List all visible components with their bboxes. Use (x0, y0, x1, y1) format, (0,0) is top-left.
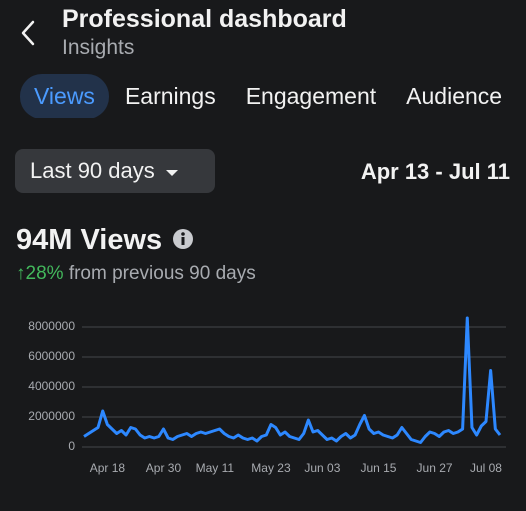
y-tick-label: 6000000 (28, 349, 75, 363)
x-tick-label: May 11 (196, 461, 235, 475)
x-tick-label: Jun 15 (360, 461, 396, 475)
change-line: ↑28% from previous 90 days (16, 263, 256, 285)
y-tick-label: 8000000 (28, 319, 75, 333)
x-tick-label: Jul 08 (470, 461, 502, 475)
y-tick-label: 0 (68, 439, 75, 453)
x-tick-label: Jun 03 (304, 461, 340, 475)
info-icon[interactable] (172, 228, 194, 250)
period-dropdown[interactable]: Last 90 days (15, 149, 215, 193)
x-tick-label: Apr 30 (146, 461, 182, 475)
y-tick-label: 4000000 (28, 379, 75, 393)
page-title: Professional dashboard (62, 5, 347, 33)
period-label: Last 90 days (30, 158, 155, 183)
back-icon[interactable] (18, 18, 40, 48)
x-tick-label: Apr 18 (90, 461, 126, 475)
chart: 0 2000000 4000000 6000000 8000000 Apr 18 Apr 3… (28, 316, 506, 475)
change-text: from previous 90 days (68, 263, 256, 284)
headline: 94M Views (16, 224, 194, 257)
tab[interactable]: Audience (406, 83, 503, 109)
change-percent: ↑28% (16, 263, 64, 284)
date-range: Apr 13 - Jul 11 (360, 159, 510, 184)
headline-text: 94M Views (16, 224, 163, 256)
caret (165, 170, 178, 176)
tab[interactable]: Engagement (245, 83, 377, 109)
data-line (83, 316, 502, 444)
x-tick-label: May 23 (251, 461, 291, 475)
y-tick-label: 2000000 (28, 409, 75, 423)
tab[interactable]: Earnings (124, 83, 216, 109)
page-subtitle: Insights (62, 36, 135, 59)
x-tick-label: Jun 27 (417, 461, 453, 475)
tab[interactable]: Views (20, 74, 109, 118)
tab-bar: Views Earnings Engagement Audience (20, 74, 526, 118)
